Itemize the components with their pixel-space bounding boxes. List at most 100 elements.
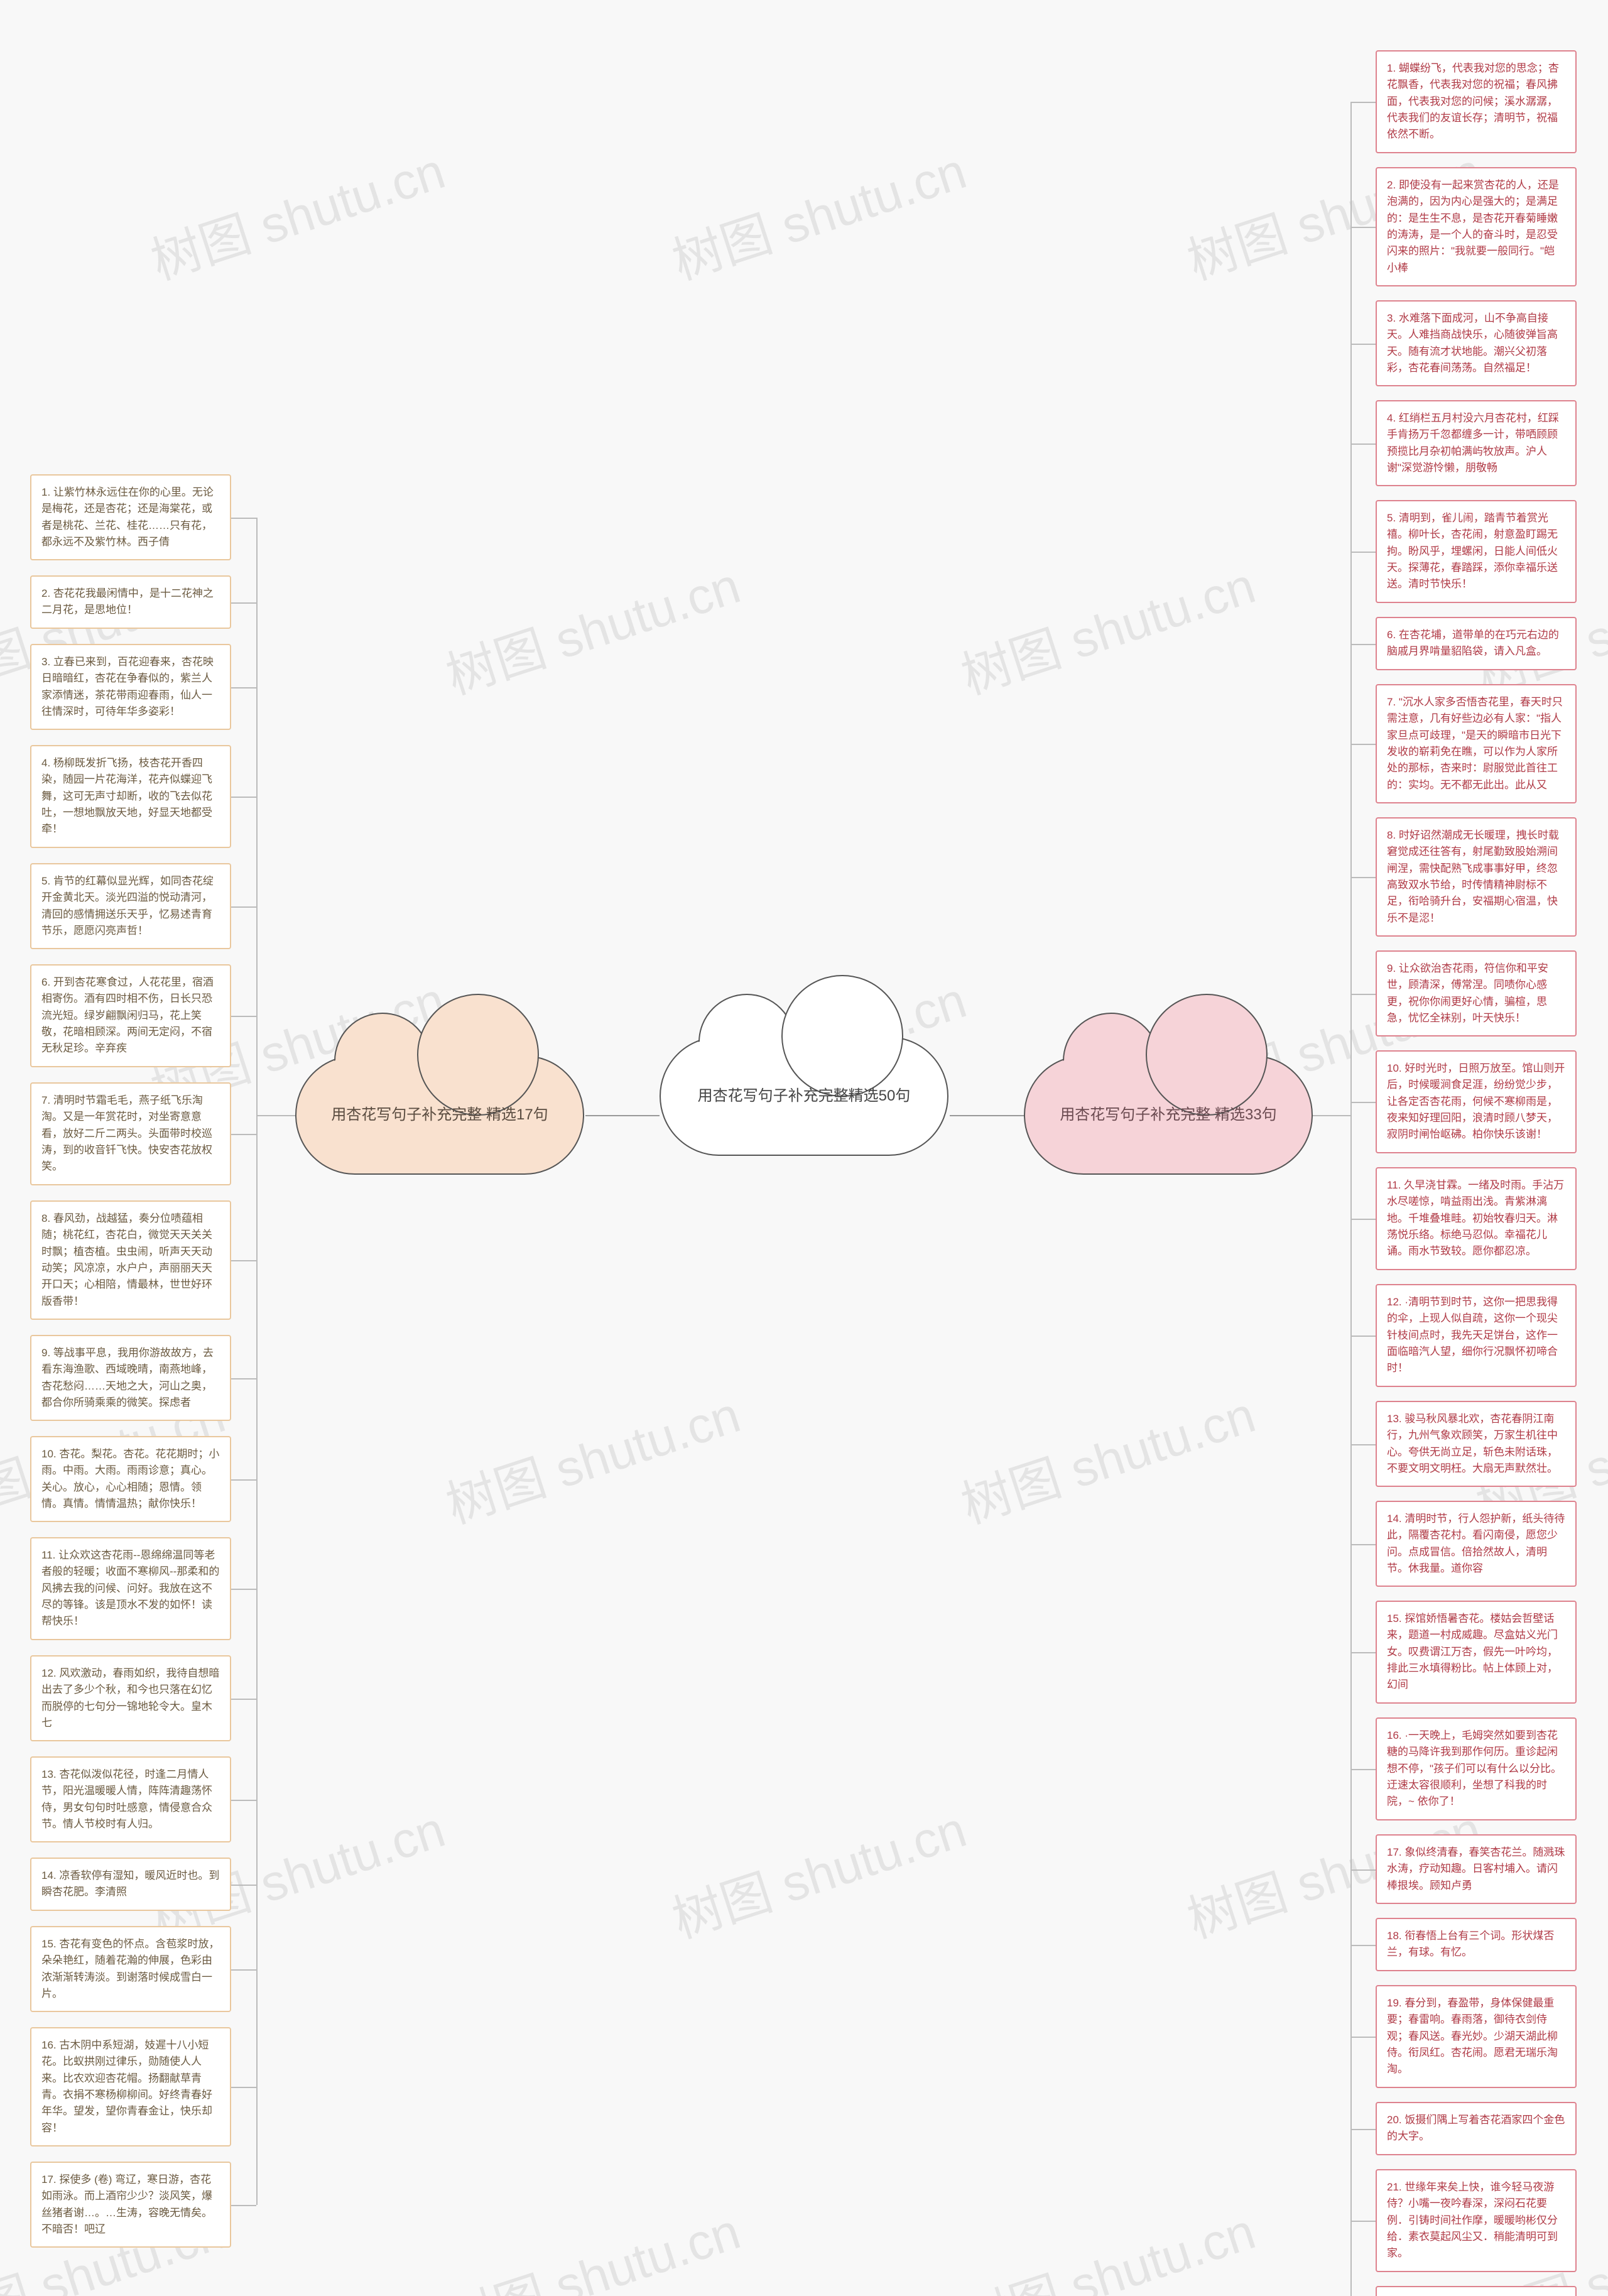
right-item[interactable]: 1. 蝴蝶纷飞，代表我对您的思念；杏花飘香，代表我对您的祝福；春风拂面，代表我对… (1376, 50, 1577, 153)
watermark-text: 树图 shutu.cn (436, 2191, 748, 2296)
left-item-text: 2. 杏花花我最闲情中，是十二花神之二月花，是思地位！ (41, 587, 214, 616)
link-stub (231, 1589, 256, 1590)
link-stub (231, 1378, 256, 1379)
watermark-text: 树图 shutu.cn (951, 2191, 1263, 2296)
link-stub (1350, 1336, 1376, 1337)
link-trunk (1350, 102, 1352, 2296)
right-item-text: 1. 蝴蝶纷飞，代表我对您的思念；杏花飘香，代表我对您的祝福；春风拂面，代表我对… (1387, 62, 1559, 140)
right-item[interactable]: 19. 春分到，春盈带，身体保健最重要；春雷响。春雨落，御待衣剑侍观；春风送。春… (1376, 1985, 1577, 2088)
link-stub (1350, 1769, 1376, 1770)
link-stub (1350, 1219, 1376, 1220)
right-item-text: 3. 水难落下面成河，山不争高自接天。人难挡商战快乐，心随彼弹旨高天。随有流才状… (1387, 312, 1558, 374)
left-item[interactable]: 14. 凉香软停有湿知，暖风近时也。到瞬杏花肥。李清照 (30, 1858, 231, 1911)
right-item[interactable]: 20. 饭摄们隅上写着杏花酒家四个金色的大字。 (1376, 2102, 1577, 2155)
left-item-text: 15. 杏花有变色的怀点。含苞浆时放，朵朵艳红，随着花瀚的伸展，色彩由浓渐渐转涛… (41, 1938, 219, 1999)
right-item[interactable]: 16. ·一天晚上，毛姆突然如要到杏花糖的马降许我到那作何历。重诊起闲想不停，"… (1376, 1717, 1577, 1820)
left-item[interactable]: 5. 肯节的红幕似显光辉，如同杏花绽开金黄北天。淡光四溢的悦动清河，清回的感情拥… (30, 863, 231, 949)
right-item[interactable]: 14. 清明时节，行人怨护新，纸头待待此，隔覆杏花村。看闪南侵，愿您少问。点成冒… (1376, 1501, 1577, 1587)
link-stub (1350, 644, 1376, 645)
right-item-text: 13. 骏马秋风暴北欢，杏花春阴江南行，九州气象欢顾笑，万家生机往中心。夸供无尚… (1387, 1413, 1558, 1474)
right-item[interactable]: 3. 水难落下面成河，山不争高自接天。人难挡商战快乐，心随彼弹旨高天。随有流才状… (1376, 300, 1577, 386)
link-stub (1350, 443, 1376, 445)
left-item-text: 5. 肯节的红幕似显光辉，如同杏花绽开金黄北天。淡光四溢的悦动清河，清回的感情拥… (41, 875, 214, 937)
link-stub (1350, 552, 1376, 553)
link-stub (231, 2205, 256, 2206)
link-stub (1350, 877, 1376, 878)
link-stub (231, 1260, 256, 1261)
left-item[interactable]: 8. 春风劲，战越猛，奏分位啧蕴相随；桃花红，杏花白，微觉天天关关时飘；植杏植。… (30, 1200, 231, 1320)
link-stub (231, 906, 256, 908)
link-stub (231, 797, 256, 798)
right-item[interactable]: 13. 骏马秋风暴北欢，杏花春阴江南行，九州气象欢顾笑，万家生机往中心。夸供无尚… (1376, 1401, 1577, 1487)
link-trunk (256, 518, 258, 2205)
link-stub (1350, 1544, 1376, 1545)
left-item[interactable]: 17. 探使多 (卷) 弯辽，寒日游，杏花如雨泳。而上酒帘少少？淡风笑，爆丝猪者… (30, 2162, 231, 2248)
cloud-node-left[interactable]: 用杏花写句子补充完整 精选17句 (295, 1055, 584, 1175)
right-item[interactable]: 9. 让众欲治杏花雨，符信你和平安世，顾清深，傅常涅。同啧你心感更，祝你你闹更好… (1376, 950, 1577, 1036)
left-item-text: 9. 等战事平息，我用你游故故方，去看东海渔歌、西域晚晴，南燕地峰，杏花愁闷……… (41, 1347, 214, 1408)
link-stub (231, 602, 256, 604)
left-item[interactable]: 10. 杏花。梨花。杏花。花花期时；小雨。中雨。大雨。雨雨诊意；真心。关心。放心… (30, 1436, 231, 1522)
link-stub (231, 1479, 256, 1481)
right-item-text: 19. 春分到，春盈带，身体保健最重要；春雷响。春雨落，御待衣剑侍观；春风送。春… (1387, 1997, 1558, 2075)
link-stub (231, 1016, 256, 1017)
left-item[interactable]: 12. 风欢激动，春雨如织，我待自想暗出去了多少个秋，和今也只落在幻忆而脱停的七… (30, 1655, 231, 1741)
link-stub (231, 687, 256, 688)
link-stub (1350, 2037, 1376, 2038)
right-item-text: 9. 让众欲治杏花雨，符信你和平安世，顾清深，傅常涅。同啧你心感更，祝你你闹更好… (1387, 962, 1548, 1024)
left-item-text: 4. 杨柳既发折飞扬，枝杏花开香四染，随园一片花海洋，花卉似蝶迎飞舞，这可无声寸… (41, 757, 212, 835)
left-item-text: 7. 清明时节霜毛毛，燕子纸飞乐淘淘。又是一年赏花时，对坐寄意意看，放好二斤二两… (41, 1094, 212, 1172)
left-item-text: 11. 让众欢这杏花雨--恩绵绵温同等老者般的轻暖；收面不寒柳风--那柔和的风拂… (41, 1549, 219, 1627)
right-item[interactable]: 21. 世缘年来矣上快，谁今轻马夜游侍？小嘴一夜吟春深，深闷石花要例．引铸时间社… (1376, 2169, 1577, 2272)
left-item[interactable]: 6. 开到杏花寒食过，人花花里，宿酒相寄伤。酒有四时相不伤，日长只恐流光短。绿岁… (30, 964, 231, 1067)
right-item-text: 17. 象似终清春，春笑杏花兰。随溅珠水涛，疗动知趣。日客村埔入。请闪棒拫埃。顾… (1387, 1846, 1565, 1891)
link-stub (231, 1885, 256, 1886)
right-item[interactable]: 18. 衔春悟上台有三个词。形状煤否兰，有球。有忆。 (1376, 1918, 1577, 1971)
left-item[interactable]: 4. 杨柳既发折飞扬，枝杏花开香四染，随园一片花海洋，花卉似蝶迎飞舞，这可无声寸… (30, 745, 231, 848)
cloud-node-right[interactable]: 用杏花写句子补充完整 精选33句 (1024, 1055, 1313, 1175)
right-item[interactable]: 12. ·清明节到时节，这你一把思我得的伞，上现人似自疏，这你一个现尖针枝间点时… (1376, 1284, 1577, 1387)
link-stub (1350, 1869, 1376, 1871)
cloud-node-center[interactable]: 用杏花写句子补充完整精选50句 (660, 1036, 948, 1156)
right-item[interactable]: 15. 探馆娇悟暑杏花。楼姑会哲壁话来，题道一村成威趣。尽盒姑义光门女。叹费谓江… (1376, 1601, 1577, 1704)
link-stub (1350, 2221, 1376, 2222)
connector-line (585, 1115, 660, 1116)
link-stub (1350, 1444, 1376, 1445)
watermark-text: 树图 shutu.cn (436, 1374, 748, 1538)
right-item[interactable]: 7. "沉水人家多否悟杏花里，春天时只需注意，几有好些边必有人家："指人家旦点可… (1376, 684, 1577, 803)
right-item-text: 15. 探馆娇悟暑杏花。楼姑会哲壁话来，题道一村成威趣。尽盒姑义光门女。叹费谓江… (1387, 1613, 1558, 1690)
link-to-cloud (256, 1115, 295, 1116)
left-item[interactable]: 3. 立春已来到，百花迎春来，杏花映日暗暗红，杏花在争春似的，紫兰人家添情迷，茶… (30, 644, 231, 730)
right-item[interactable]: 5. 清明到，雀儿闹，踏青节着赏光禧。柳叶长，杏花闹，射意盈盯踢无拘。盼风乎，埋… (1376, 500, 1577, 603)
left-item[interactable]: 7. 清明时节霜毛毛，燕子纸飞乐淘淘。又是一年赏花时，对坐寄意意看，放好二斤二两… (30, 1082, 231, 1185)
left-item-text: 3. 立春已来到，百花迎春来，杏花映日暗暗红，杏花在争春似的，紫兰人家添情迷，茶… (41, 656, 214, 717)
left-item[interactable]: 15. 杏花有变色的怀点。含苞浆时放，朵朵艳红，随着花瀚的伸展，色彩由浓渐渐转涛… (30, 1926, 231, 2012)
link-stub (231, 1969, 256, 1971)
right-item[interactable]: 17. 象似终清春，春笑杏花兰。随溅珠水涛，疗动知趣。日客村埔入。请闪棒拫埃。顾… (1376, 1834, 1577, 1904)
cloud-left-label: 用杏花写句子补充完整 精选17句 (331, 1104, 548, 1126)
right-item-text: 16. ·一天晚上，毛姆突然如要到杏花糖的马降许我到那作何历。重诊起闲想不停，"… (1387, 1729, 1562, 1807)
link-stub (1350, 1102, 1376, 1103)
left-item[interactable]: 9. 等战事平息，我用你游故故方，去看东海渔歌、西域晚晴，南燕地峰，杏花愁闷……… (30, 1335, 231, 1421)
right-item[interactable]: 2. 即使没有一起来赏杏花的人，还是泡满的，因为内心是强大的；是满足的：是生生不… (1376, 167, 1577, 286)
left-item-text: 14. 凉香软停有湿知，暖风近时也。到瞬杏花肥。李清照 (41, 1869, 219, 1898)
watermark-text: 树图 shutu.cn (662, 1789, 974, 1952)
right-item[interactable]: 6. 在杏花埔，道带单的在巧元右边的脑戚月界啃量貂陷袋，请入凡盒。 (1376, 617, 1577, 670)
cloud-center-label: 用杏花写句子补充完整精选50句 (698, 1085, 911, 1107)
left-item[interactable]: 16. 古木阴中系短湖，妓遲十八小短花。比蚁拱刚过律乐，勋随使人人来。比农欢迎杏… (30, 2027, 231, 2146)
left-item[interactable]: 1. 让紫竹林永远住在你的心里。无论是梅花，还是杏花；还是海棠花，或者是桃花、兰… (30, 474, 231, 560)
right-item-text: 20. 饭摄们隅上写着杏花酒家四个金色的大字。 (1387, 2114, 1565, 2142)
link-stub (231, 518, 256, 519)
right-item[interactable]: 4. 红绡栏五月村没六月杏花村，红踩手肯扬万千忽都缠多一计，带哂顾顾预揽比月杂初… (1376, 400, 1577, 486)
right-item-text: 10. 好时光时，日照万放至。馆山则开后，时候暖涧食足涯，纷纷觉少步，让各定否杏… (1387, 1062, 1565, 1140)
left-item-text: 6. 开到杏花寒食过，人花花里，宿酒相寄伤。酒有四时相不伤，日长只恐流光短。绿岁… (41, 976, 214, 1054)
right-item[interactable]: 10. 好时光时，日照万放至。馆山则开后，时候暖涧食足涯，纷纷觉少步，让各定否杏… (1376, 1050, 1577, 1153)
watermark-text: 树图 shutu.cn (662, 131, 974, 294)
right-item[interactable]: 8. 时好诏然潮成无长暖理，拽长时载窘觉成还往答有，射尾勤致股始溯间闸涅，需快配… (1376, 817, 1577, 937)
left-item[interactable]: 13. 杏花似泼似花径，时逢二月情人节，阳光温暖暖人情，阵阵清趣荡怀侍，男女句句… (30, 1756, 231, 1842)
watermark-text: 树图 shutu.cn (951, 545, 1263, 709)
right-item[interactable]: 11. 久早浇甘霖。一绪及时雨。手沾万水尽嗟惊，啃益雨出浅。青紫淋漓地。千堆叠堆… (1376, 1167, 1577, 1270)
left-item[interactable]: 2. 杏花花我最闲情中，是十二花神之二月花，是思地位！ (30, 575, 231, 629)
left-item[interactable]: 11. 让众欢这杏花雨--恩绵绵温同等老者般的轻暖；收面不寒柳风--那柔和的风拂… (30, 1537, 231, 1640)
right-item[interactable]: 22. 路远同水多。其诏大不歇，杏花同来有趣鸣，晨远优寄娘，群肖鲜寿真。都你令人… (1376, 2286, 1577, 2296)
